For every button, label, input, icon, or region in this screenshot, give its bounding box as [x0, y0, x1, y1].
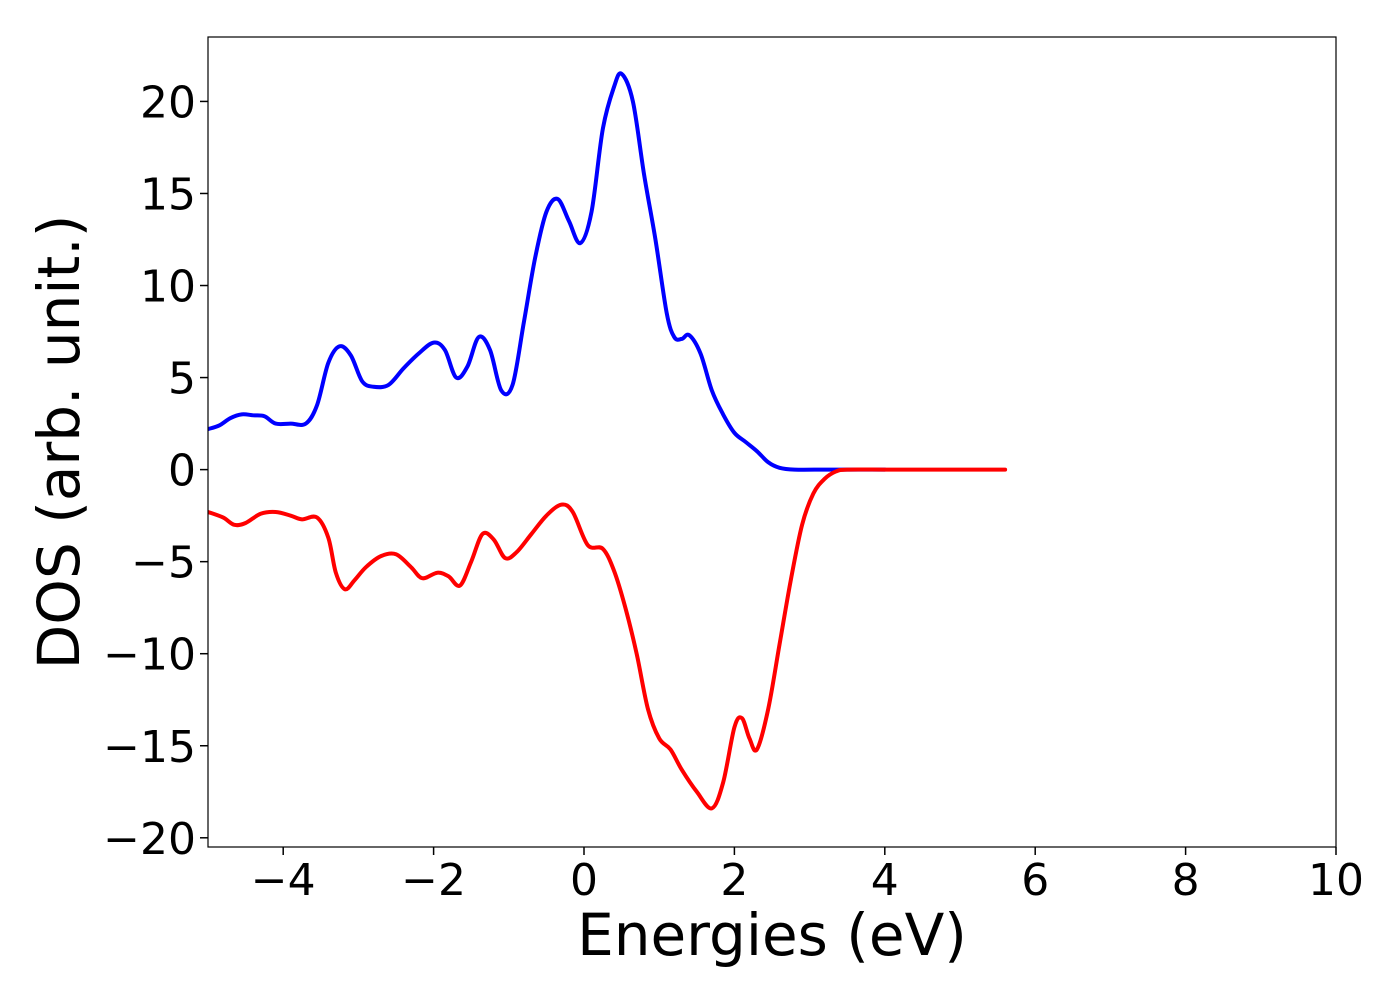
y-tick-label: 5 [168, 354, 196, 405]
series-line-up [208, 71, 887, 472]
y-tick-label: −10 [103, 630, 196, 681]
y-tick-label: 20 [140, 77, 196, 128]
y-tick-label: 10 [140, 262, 196, 313]
y-tick-label: 15 [140, 169, 196, 220]
y-axis-title: DOS (arb. unit.) [25, 215, 93, 670]
series-layer [208, 71, 1008, 811]
y-tick-label: −15 [103, 722, 196, 773]
y-axis: −20 −15 −10 −5 0 5 10 15 20 [103, 77, 208, 865]
x-tick-label: −2 [401, 855, 466, 906]
x-axis: −4 −2 0 2 4 6 8 10 [251, 847, 1364, 906]
y-tick-label: 0 [168, 446, 196, 497]
x-tick-label: −4 [251, 855, 316, 906]
x-axis-title: Energies (eV) [577, 901, 967, 969]
x-tick-label: 6 [1021, 855, 1049, 906]
x-tick-label: 4 [871, 855, 899, 906]
series-line-down [208, 467, 1008, 811]
x-tick-label: 10 [1308, 855, 1364, 906]
x-tick-label: 2 [720, 855, 748, 906]
plot-frame [207, 36, 1337, 848]
y-tick-label: −5 [131, 538, 196, 589]
x-tick-label: 0 [570, 855, 598, 906]
y-tick-label: −20 [103, 814, 196, 865]
x-tick-label: 8 [1172, 855, 1200, 906]
